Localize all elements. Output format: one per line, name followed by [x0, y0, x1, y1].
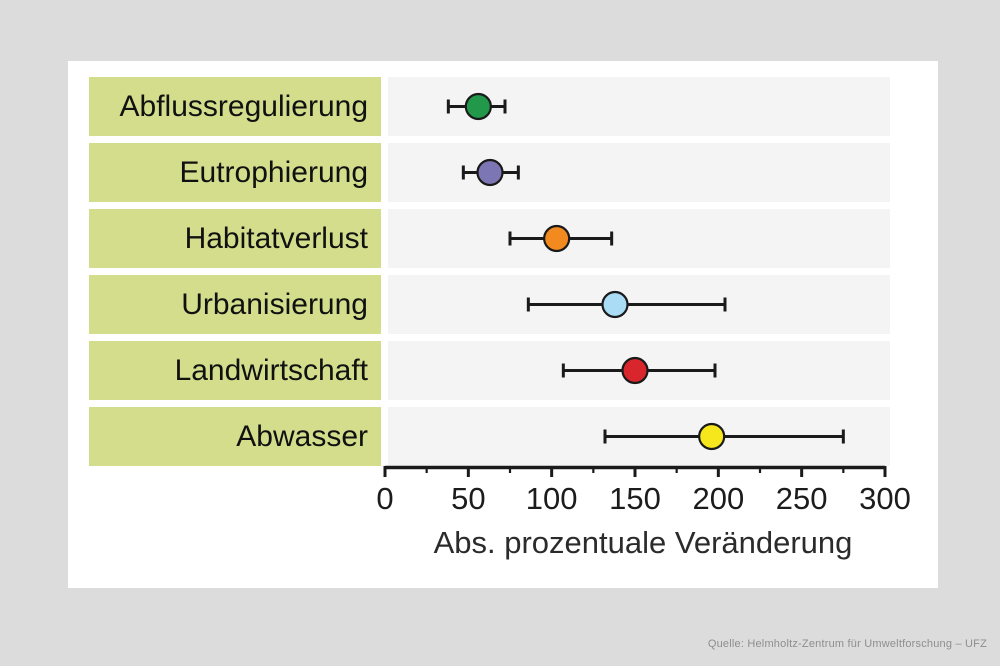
x-tick-label: 300	[859, 481, 911, 516]
category-label: Landwirtschaft	[174, 353, 368, 387]
error-bar	[446, 92, 507, 121]
category-label: Urbanisierung	[181, 287, 368, 321]
source-attribution: Quelle: Helmholtz-Zentrum für Umweltfors…	[707, 638, 987, 650]
plot-marks	[383, 92, 887, 477]
x-tick-label: 0	[376, 481, 394, 516]
data-point	[476, 158, 504, 187]
data-point	[621, 356, 649, 385]
x-tick-label: 50	[451, 481, 486, 516]
error-bar	[561, 356, 717, 385]
x-tick-label: 100	[525, 481, 578, 516]
x-tick-label: 250	[775, 481, 828, 516]
category-label-box: Eutrophierung	[89, 143, 381, 202]
category-label-box: Abflussregulierung	[89, 77, 381, 136]
category-label-box: Landwirtschaft	[89, 341, 381, 400]
data-point	[601, 290, 629, 319]
category-label: Habitatverlust	[184, 221, 368, 255]
category-label-box: Habitatverlust	[89, 209, 381, 268]
x-axis-title: Abs. prozentuale Veränderung	[433, 525, 853, 560]
data-point	[698, 422, 726, 451]
error-bar	[526, 290, 727, 319]
error-bar	[508, 224, 614, 253]
category-label-box: Abwasser	[89, 407, 381, 466]
plot-row-band	[388, 209, 890, 268]
error-bar	[603, 422, 845, 451]
data-point	[543, 224, 571, 253]
category-label: Abwasser	[236, 419, 368, 453]
category-label: Abflussregulierung	[119, 89, 368, 123]
chart-panel: Abflussregulierung Eutrophierung Habitatve…	[68, 61, 938, 588]
category-label: Eutrophierung	[179, 155, 368, 189]
x-tick-label: 150	[609, 481, 661, 516]
data-point	[464, 92, 492, 121]
error-bar	[461, 158, 520, 187]
x-tick-label: 200	[692, 481, 745, 516]
category-label-box: Urbanisierung	[89, 275, 381, 334]
